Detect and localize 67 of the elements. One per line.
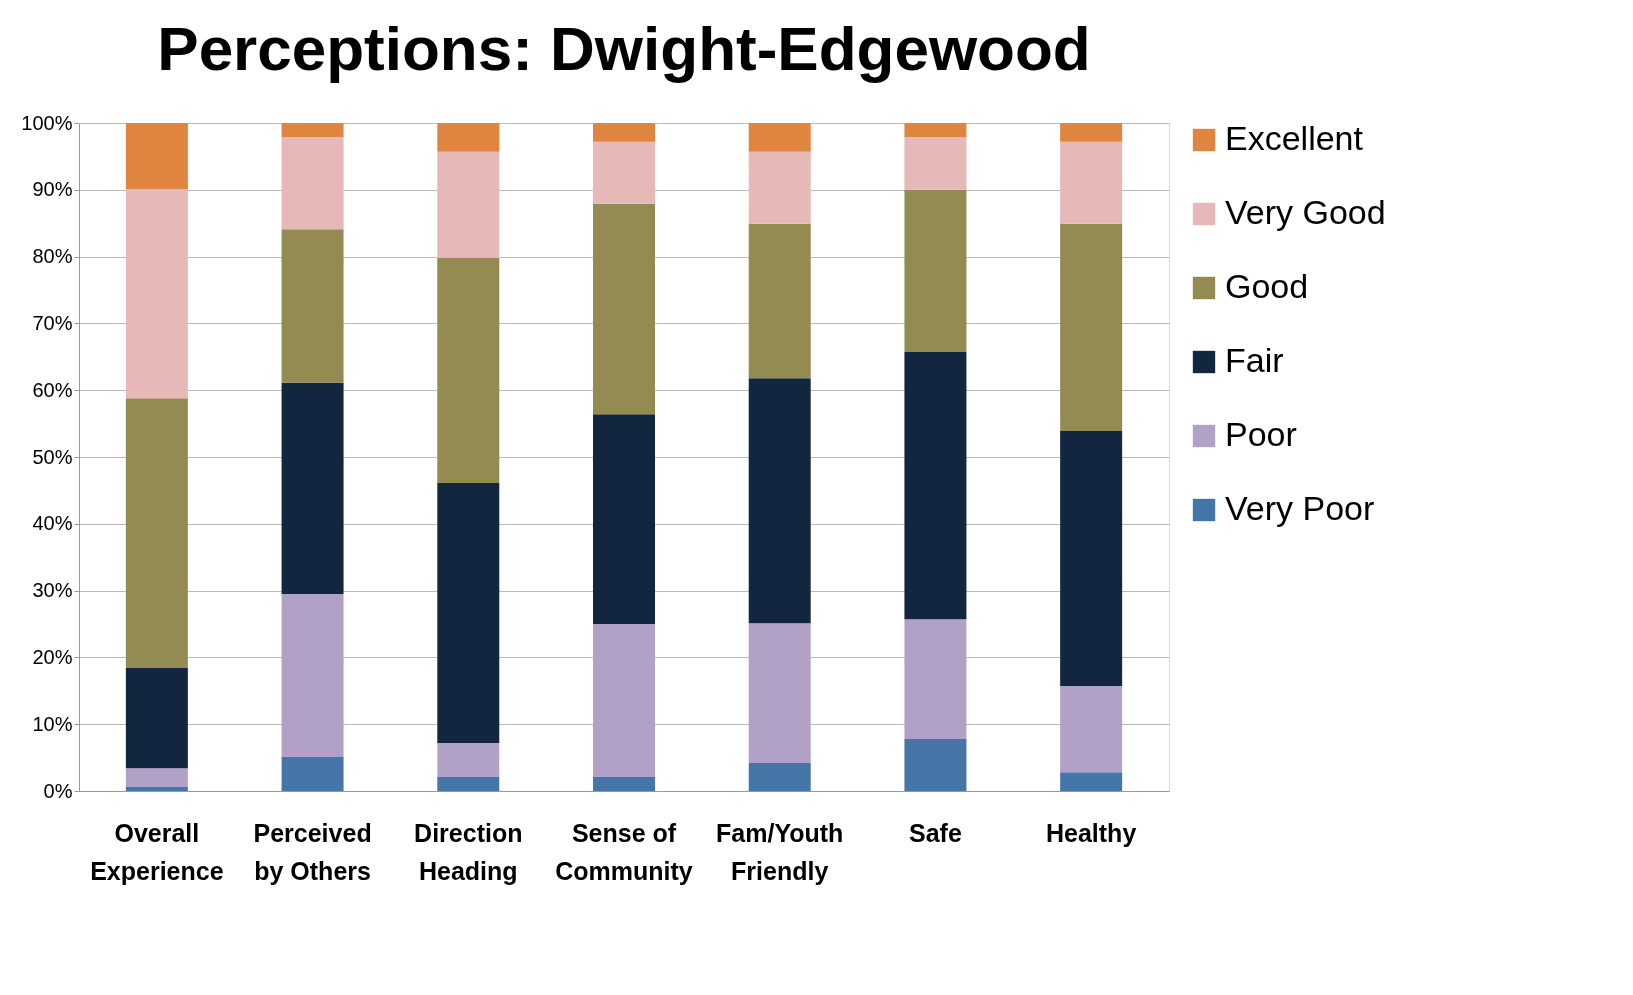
bar: [593, 141, 655, 204]
y-tick-label: 30%: [32, 579, 73, 602]
bar: [125, 786, 188, 791]
bar: [437, 742, 500, 777]
y-tick-label: 50%: [32, 445, 73, 468]
bar: [1060, 430, 1123, 687]
bar: [593, 123, 655, 142]
bar: [904, 189, 967, 353]
y-tick-label: 70%: [32, 311, 73, 334]
bar: [281, 382, 344, 594]
legend-label: Poor: [1225, 415, 1297, 453]
bar: [125, 398, 188, 669]
bar: [125, 123, 188, 190]
x-tick-label: Healthy: [1045, 818, 1137, 847]
bar: [125, 668, 188, 769]
bar: [437, 151, 500, 258]
bar: [437, 483, 500, 743]
bar: [1060, 686, 1123, 773]
bar: [281, 756, 344, 791]
bar: [593, 624, 655, 777]
y-tick-label: 10%: [32, 712, 73, 735]
chart-title: Perceptions: Dwight-Edgewood: [157, 14, 1091, 83]
x-tick-label: Perceived by Others: [253, 818, 372, 885]
x-tick-label: Fam/Youth Friendly: [716, 818, 844, 885]
bar: [748, 151, 811, 224]
legend-label: Good: [1225, 267, 1309, 305]
bar: [748, 623, 811, 763]
bar: [125, 189, 188, 399]
bar: [904, 137, 967, 190]
bar: [593, 776, 655, 791]
bar: [437, 123, 500, 152]
bar: [748, 378, 811, 624]
bar: [1060, 223, 1123, 431]
bar: [281, 123, 344, 138]
bar: [904, 123, 967, 138]
y-tick-label: 0%: [43, 779, 73, 802]
bar: [125, 768, 188, 787]
bar: [904, 619, 967, 739]
legend-label: Fair: [1225, 341, 1284, 379]
bar: [748, 762, 811, 791]
y-tick-label: 80%: [32, 245, 73, 268]
bar: [593, 203, 655, 415]
bar: [281, 137, 344, 230]
x-tick-label: Sense of Community: [555, 818, 693, 885]
bar: [748, 223, 811, 379]
bar: [1060, 141, 1123, 224]
y-tick-label: 100%: [21, 111, 73, 134]
bar: [904, 352, 967, 620]
bar: [437, 257, 500, 484]
legend-label: Very Good: [1225, 193, 1386, 231]
y-tick-label: 60%: [32, 378, 73, 401]
bar: [904, 738, 967, 791]
bar: [1060, 772, 1123, 791]
bar: [593, 414, 655, 624]
bar: [748, 123, 811, 152]
bar: [281, 593, 344, 757]
bar: [281, 229, 344, 383]
legend-label: Excellent: [1225, 119, 1364, 157]
x-tick-label: Safe: [909, 818, 962, 847]
y-tick-label: 20%: [32, 645, 73, 668]
bar: [437, 776, 500, 791]
y-tick-label: 40%: [32, 512, 73, 535]
bar: [1060, 123, 1123, 142]
legend-label: Very Poor: [1225, 489, 1375, 527]
x-tick-label: Direction Heading: [414, 818, 523, 885]
y-tick-label: 90%: [32, 178, 73, 201]
x-tick-label: Overall Experience: [90, 818, 224, 885]
